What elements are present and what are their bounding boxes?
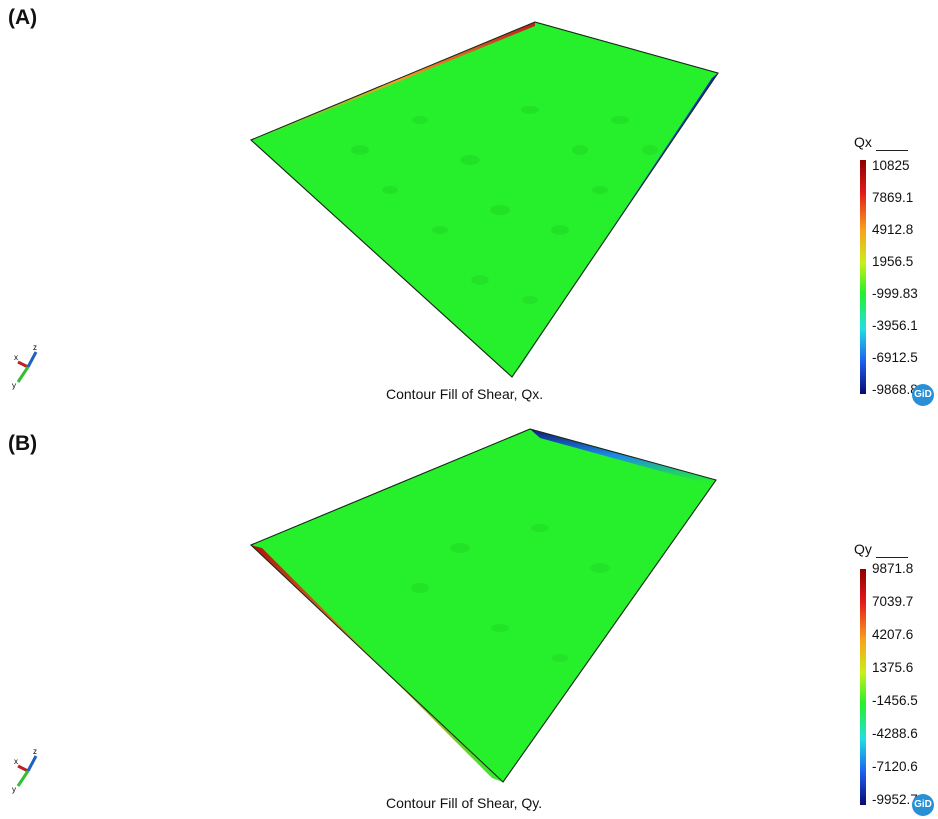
panel-label: (B) <box>8 432 38 455</box>
legend-title-underline <box>876 150 908 151</box>
plot-caption: Contour Fill of Shear, Qx. <box>386 386 544 402</box>
legend-qy: Qy 9871.8 7039.7 4207.6 1375.6 -1456.5 -… <box>846 539 938 815</box>
legend-tick: -6912.5 <box>872 350 918 365</box>
legend-tick: -9868.8 <box>872 382 918 397</box>
gid-logo-icon: GiD <box>912 384 934 406</box>
legend-tick: 1956.5 <box>872 254 914 269</box>
legend-tick: -7120.6 <box>872 759 918 774</box>
axis-label-x: x <box>14 757 18 766</box>
legend-tick: -4288.6 <box>872 726 918 741</box>
legend-tick: -3956.1 <box>872 318 918 333</box>
color-scale-bar <box>860 160 866 394</box>
legend-tick: -999.83 <box>872 286 918 301</box>
axis-label-y: y <box>12 381 16 390</box>
legend-title-underline <box>876 557 908 558</box>
legend-ticks: 9871.8 7039.7 4207.6 1375.6 -1456.5 -428… <box>862 561 934 811</box>
panel-a: (A) x y <box>0 0 938 408</box>
legend-title: Qy <box>854 541 872 557</box>
legend-title: Qx <box>854 134 872 150</box>
axis-label-z: z <box>33 343 37 352</box>
contour-mottling <box>411 524 610 662</box>
plate-surface <box>250 21 719 378</box>
color-scale-bar <box>860 569 866 805</box>
contour-plate-qx <box>250 21 719 378</box>
legend-tick: -1456.5 <box>872 693 918 708</box>
contour-mottling <box>351 106 658 304</box>
gid-logo-icon: GiD <box>912 794 934 816</box>
plate-surface <box>250 428 717 783</box>
legend-qx: Qx 10825 7869.1 4912.8 1956.5 -999.83 -3… <box>846 132 938 402</box>
plot-caption: Contour Fill of Shear, Qy. <box>386 795 543 811</box>
panel-b: (B) x y z Contour Fill of S <box>0 408 938 819</box>
panel-label: (A) <box>8 6 38 29</box>
axis-label-z: z <box>33 747 37 756</box>
legend-tick: 1375.6 <box>872 660 914 675</box>
legend-ticks: 10825 7869.1 4912.8 1956.5 -999.83 -3956… <box>862 158 934 402</box>
legend-tick: 10825 <box>872 158 910 173</box>
axis-label-y: y <box>12 785 16 794</box>
contour-plate-qy <box>250 428 717 783</box>
legend-tick: 4912.8 <box>872 222 914 237</box>
legend-tick: 7039.7 <box>872 594 914 609</box>
axis-label-x: x <box>14 353 18 362</box>
legend-tick: 4207.6 <box>872 627 914 642</box>
legend-tick: -9952.7 <box>872 792 918 807</box>
xyz-axes-icon: x y z <box>8 342 48 392</box>
xyz-axes-icon: x y z <box>8 746 48 796</box>
legend-tick: 7869.1 <box>872 190 914 205</box>
legend-tick: 9871.8 <box>872 561 914 576</box>
